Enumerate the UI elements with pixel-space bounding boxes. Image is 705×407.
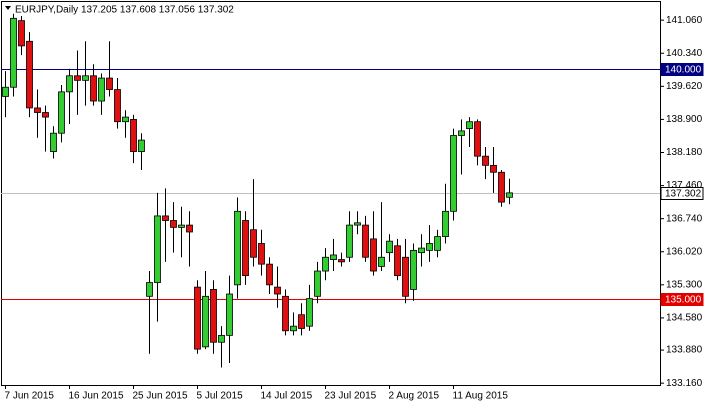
candle-body — [122, 116, 129, 123]
candle-body — [314, 270, 321, 297]
candle-body — [338, 259, 345, 263]
candle-body — [82, 75, 89, 81]
candle-body — [466, 121, 473, 130]
candle-body — [506, 192, 513, 198]
candle-body — [322, 256, 329, 272]
candle-body — [58, 91, 65, 134]
candle-body — [434, 236, 441, 251]
candle-body — [498, 171, 505, 203]
candle-body — [346, 224, 353, 258]
candle-body — [194, 286, 201, 350]
price-label: 135.000 — [665, 295, 702, 306]
candle-body — [66, 75, 73, 93]
y-tick-label: 133.880 — [666, 345, 703, 356]
candle-body — [370, 238, 377, 272]
candle-body — [266, 263, 273, 286]
candle-body — [26, 40, 33, 109]
menu-triangle[interactable] — [5, 6, 11, 10]
candle-body — [482, 155, 489, 166]
price-label-box — [660, 187, 704, 200]
y-tick-label: 141.060 — [666, 15, 703, 26]
candle-body — [210, 289, 217, 343]
y-tick-label: 136.740 — [666, 213, 703, 224]
x-tick-label: 25 Jun 2015 — [133, 391, 188, 402]
candle-body — [202, 295, 209, 348]
candle-body — [330, 254, 337, 260]
candle-body — [410, 249, 417, 290]
chart-title: EURJPY,Daily 137.205 137.608 137.056 137… — [15, 5, 234, 16]
candle-body — [138, 139, 145, 152]
x-tick-label: 14 Jul 2015 — [261, 391, 313, 402]
y-tick-label: 135.300 — [666, 279, 703, 290]
price-label-box — [660, 293, 704, 306]
y-tick-label: 138.180 — [666, 147, 703, 158]
candle-body — [394, 245, 401, 277]
candle-body — [170, 220, 177, 228]
candle-body — [306, 298, 313, 327]
candle-body — [34, 107, 41, 113]
y-tick-label: 136.020 — [666, 246, 703, 257]
x-tick-label: 23 Jul 2015 — [325, 391, 377, 402]
candle-body — [2, 86, 9, 97]
candle-body — [114, 89, 121, 123]
candle-body — [74, 75, 81, 81]
candle-body — [378, 256, 385, 267]
candle-body — [458, 130, 465, 136]
candle-body — [90, 75, 97, 102]
candle-body — [274, 286, 281, 295]
price-label: 137.302 — [665, 189, 702, 200]
candle-body — [146, 282, 153, 297]
candle-body — [442, 210, 449, 237]
candle-body — [186, 224, 193, 233]
price-label: 140.000 — [665, 65, 702, 76]
candle-body — [290, 325, 297, 332]
candle-body — [490, 164, 497, 173]
candle-body — [250, 229, 257, 258]
candle-body — [354, 222, 361, 226]
candle-body — [386, 240, 393, 254]
candle-body — [130, 119, 137, 152]
candle-body — [50, 132, 57, 152]
candle-body — [450, 135, 457, 212]
candle-body — [42, 112, 49, 118]
candle-body — [402, 256, 409, 297]
x-tick-label: 2 Aug 2015 — [389, 391, 440, 402]
y-tick-label: 140.340 — [666, 48, 703, 59]
candle-body — [474, 121, 481, 157]
y-tick-label: 137.460 — [666, 180, 703, 191]
candle-body — [98, 77, 105, 102]
candle-body — [298, 314, 305, 329]
candle-body — [10, 17, 17, 88]
candle-body — [362, 224, 369, 258]
candle-body — [162, 215, 169, 221]
candle-body — [258, 243, 265, 265]
candle-body — [282, 295, 289, 332]
x-tick-label: 11 Aug 2015 — [453, 391, 509, 402]
x-tick-label: 5 Jul 2015 — [197, 391, 244, 402]
x-tick-label: 16 Jun 2015 — [69, 391, 124, 402]
candle-body — [226, 293, 233, 336]
y-tick-label: 134.580 — [666, 313, 703, 324]
y-tick-label: 139.620 — [666, 81, 703, 92]
price-label-box — [660, 63, 704, 76]
candle-body — [418, 247, 425, 254]
candle-body — [426, 243, 433, 251]
y-tick-label: 138.900 — [666, 114, 703, 125]
y-tick-label: 133.160 — [666, 378, 703, 389]
candle-body — [242, 220, 249, 277]
candle-body — [18, 20, 25, 47]
x-tick-label: 7 Jun 2015 — [5, 391, 55, 402]
candle-body — [178, 224, 185, 228]
candle-body — [218, 334, 225, 343]
candle-body — [234, 210, 241, 286]
candle-body — [154, 215, 161, 283]
candle-body — [106, 77, 113, 90]
